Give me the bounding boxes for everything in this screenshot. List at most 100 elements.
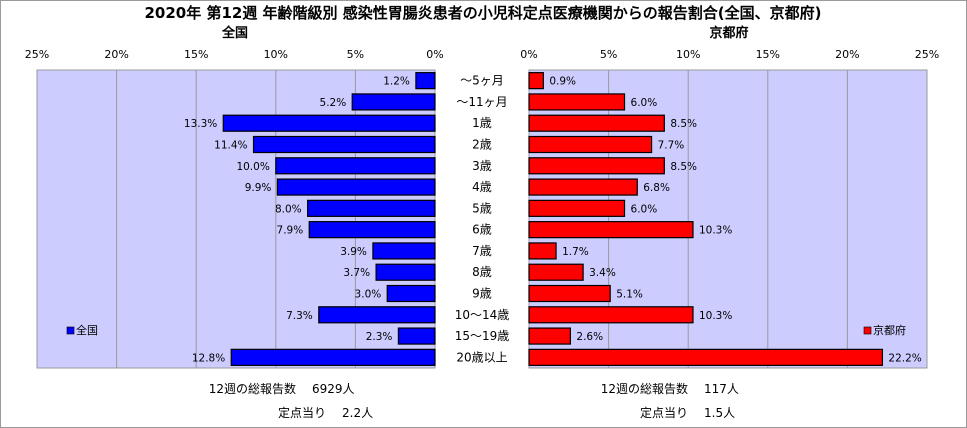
age-category-label: 5歳 [472, 201, 492, 215]
kyoto-data-label: 10.3% [699, 225, 732, 237]
national-total-value: 6929人 [312, 382, 355, 396]
national-x-tick-label: 15% [184, 48, 208, 61]
national-data-label: 3.7% [343, 267, 370, 279]
age-category-label: 6歳 [472, 223, 492, 237]
national-per-value: 2.2人 [342, 406, 373, 420]
kyoto-bar [528, 242, 557, 260]
kyoto-data-label: 0.9% [549, 76, 576, 88]
kyoto-bar [528, 93, 626, 111]
kyoto-bar [528, 199, 626, 217]
national-x-tick-label: 25% [25, 48, 49, 61]
kyoto-bar [528, 348, 884, 366]
national-data-label: 8.0% [275, 203, 302, 215]
kyoto-per-label: 定点当り [640, 405, 688, 420]
national-data-label: 12.8% [192, 352, 225, 364]
age-category-label: 8歳 [472, 265, 492, 279]
national-data-label: 1.2% [383, 76, 410, 88]
national-bar [318, 306, 436, 324]
age-category-label: ～11ヶ月 [456, 95, 507, 109]
national-data-label: 7.9% [277, 225, 304, 237]
age-category-label: 2歳 [472, 138, 492, 152]
kyoto-total-label: 12週の総報告数 [601, 381, 688, 396]
kyoto-data-label: 2.6% [576, 331, 603, 343]
national-x-tick-label: 10% [264, 48, 288, 61]
national-bar [308, 221, 436, 239]
kyoto-legend: 京都府 [863, 323, 906, 337]
kyoto-x-tick-label: 20% [835, 48, 859, 61]
kyoto-bar [528, 114, 665, 132]
kyoto-legend-label: 京都府 [873, 323, 906, 337]
national-data-label: 11.4% [214, 140, 247, 152]
kyoto-data-label: 6.0% [631, 203, 658, 215]
kyoto-data-label: 8.5% [670, 161, 697, 173]
national-bar [375, 263, 436, 281]
age-category-label: 3歳 [472, 159, 492, 173]
kyoto-data-label: 22.2% [888, 352, 921, 364]
age-category-label: 4歳 [472, 180, 492, 194]
kyoto-bar [528, 135, 653, 154]
kyoto-x-tick-label: 10% [676, 48, 700, 61]
national-bar [397, 327, 436, 345]
age-category-label: 9歳 [472, 287, 492, 301]
chart-title: 2020年 第12週 年齢階級別 感染性胃腸炎患者の小児科定点医療機関からの報告… [144, 4, 821, 22]
national-data-label: 5.2% [320, 97, 347, 109]
national-total-label: 12週の総報告数 [209, 381, 296, 396]
national-bar [222, 114, 436, 132]
national-bar [275, 157, 436, 175]
national-data-label: 3.9% [340, 246, 367, 258]
kyoto-bar [528, 178, 638, 196]
national-bar [252, 135, 436, 154]
category-labels: ～5ヶ月 ～11ヶ月 1歳 2歳 3歳 4歳 5歳 6歳 7歳 8歳 9歳 10～14歳 15～19歳 2… [455, 74, 510, 365]
national-per-label: 定点当り [278, 405, 326, 420]
national-bar [230, 348, 436, 366]
kyoto-bar [528, 157, 665, 175]
kyoto-data-label: 8.5% [670, 118, 697, 130]
national-bar [415, 72, 436, 90]
age-category-label: 1歳 [472, 116, 492, 130]
national-bar [351, 93, 436, 111]
national-data-label: 2.3% [366, 331, 393, 343]
national-data-label: 3.0% [355, 289, 382, 301]
kyoto-x-tick-label: 25% [915, 48, 939, 61]
kyoto-data-label: 10.3% [699, 310, 732, 322]
kyoto-bar [528, 284, 611, 303]
age-category-label: 20歳以上 [456, 350, 507, 364]
national-bar [307, 199, 436, 217]
kyoto-data-label: 5.1% [616, 289, 643, 301]
kyoto-footer: 12週の総報告数 117人 定点当り 1.5人 [601, 381, 739, 420]
national-bar [386, 284, 436, 303]
age-category-label: 15～19歳 [455, 329, 510, 343]
kyoto-data-label: 3.4% [589, 267, 616, 279]
national-x-tick-label: 0% [426, 48, 443, 61]
age-category-label: 7歳 [472, 244, 492, 258]
national-x-tick-label: 20% [104, 48, 128, 61]
national-data-label: 13.3% [184, 118, 217, 130]
age-category-label: ～5ヶ月 [460, 74, 504, 88]
kyoto-bar [528, 306, 694, 324]
axis-tick-labels: 25% 20% 15% 10% 5% 0% 0% 5% 10% 15% 20% 25% [25, 48, 939, 61]
kyoto-data-label: 6.0% [631, 97, 658, 109]
kyoto-bar [528, 263, 584, 281]
national-x-tick-label: 5% [347, 48, 364, 61]
kyoto-x-tick-label: 15% [756, 48, 780, 61]
national-data-label: 7.3% [286, 310, 313, 322]
bar-series: 1.2% 0.9% 5.2% 6.0% 13.3% 8.5% 11.4% 7.7% 10.0% 8… [184, 72, 922, 366]
national-panel-title: 全国 [221, 25, 248, 41]
national-legend: 全国 [66, 323, 98, 337]
kyoto-total-value: 117人 [704, 382, 739, 396]
kyoto-data-label: 7.7% [658, 140, 685, 152]
kyoto-data-label: 6.8% [643, 182, 670, 194]
kyoto-data-label: 1.7% [562, 246, 589, 258]
age-category-label: 10～14歳 [455, 308, 510, 322]
national-bar [276, 178, 436, 196]
kyoto-panel-title: 京都府 [709, 25, 748, 41]
kyoto-per-value: 1.5人 [704, 406, 735, 420]
national-legend-label: 全国 [76, 323, 98, 337]
kyoto-bar [528, 327, 571, 345]
kyoto-bar [528, 221, 694, 239]
national-legend-swatch [66, 326, 75, 335]
kyoto-x-tick-label: 5% [600, 48, 617, 61]
national-footer: 12週の総報告数 6929人 定点当り 2.2人 [209, 381, 373, 420]
national-data-label: 9.9% [245, 182, 272, 194]
